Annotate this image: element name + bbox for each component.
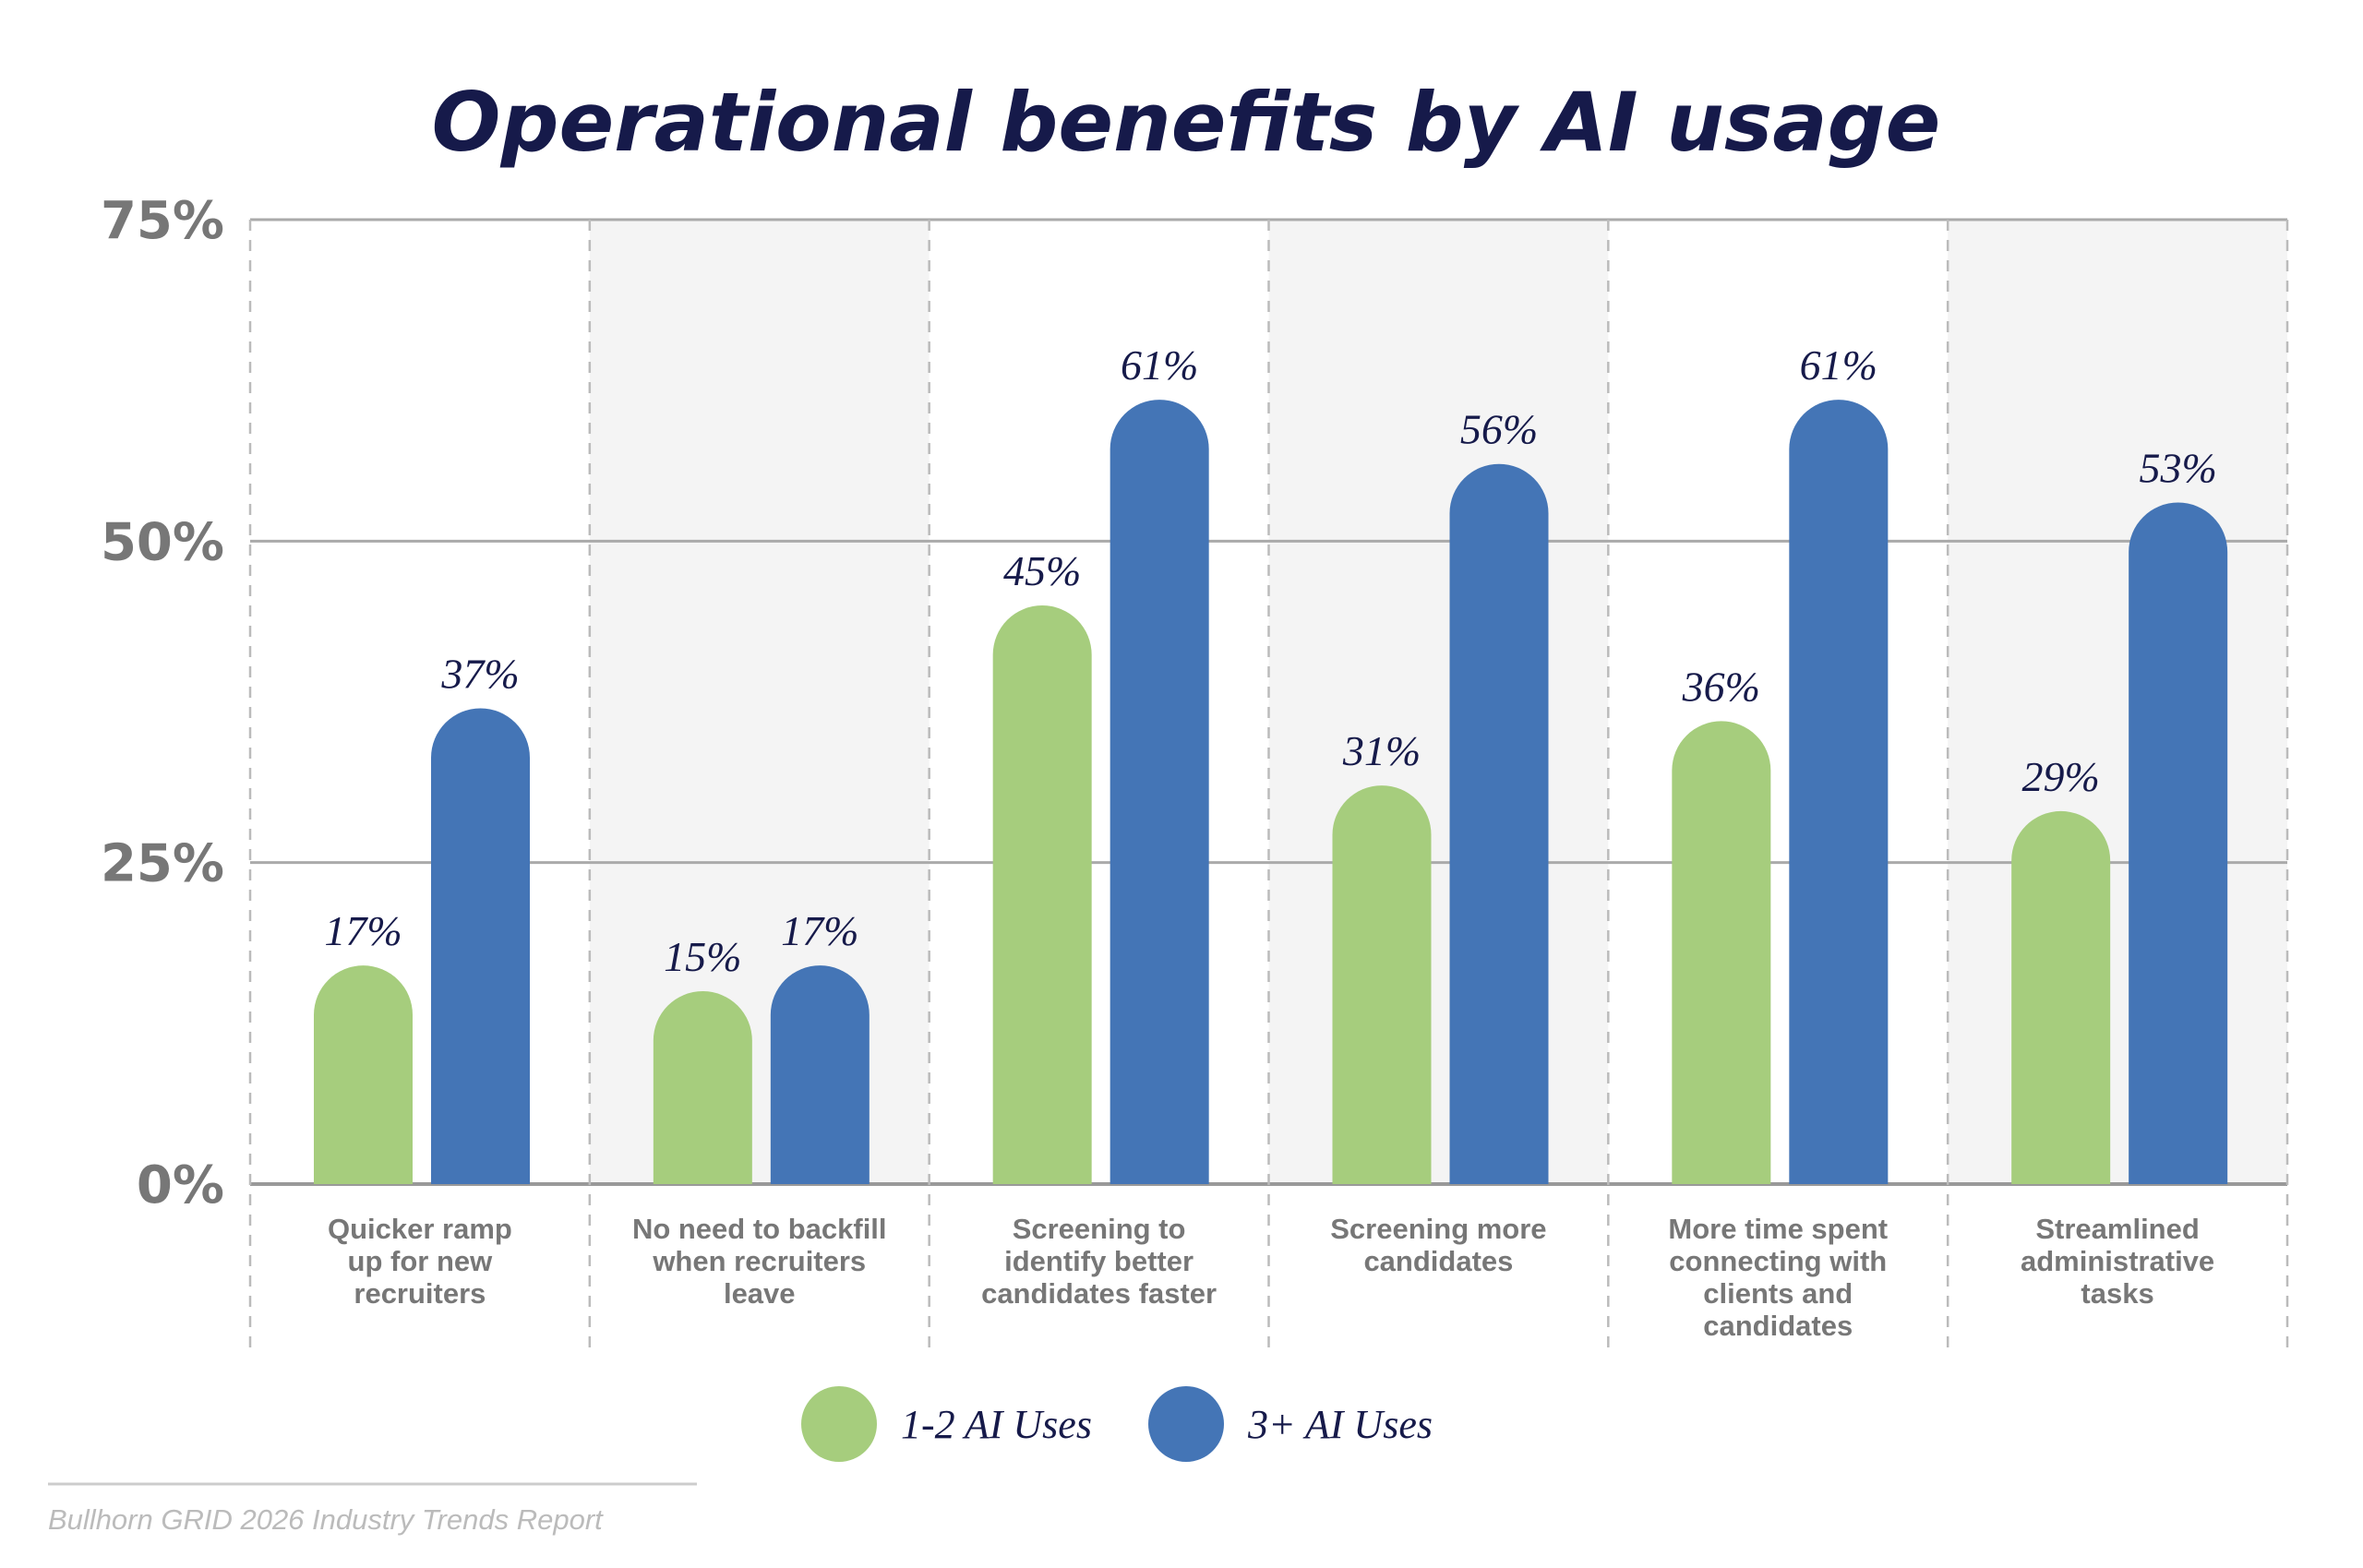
y-tick-label: 75%	[101, 191, 224, 251]
x-tick-label: up for new	[348, 1245, 494, 1277]
legend-label: 1-2 AI Uses	[901, 1402, 1092, 1447]
column-shade	[589, 220, 930, 1184]
data-label: 45%	[1003, 547, 1081, 594]
y-tick-label: 50%	[101, 512, 224, 572]
x-tick-label: administrative	[2021, 1245, 2214, 1277]
bar	[2011, 810, 2111, 1184]
data-label: 17%	[781, 907, 858, 954]
data-label: 17%	[324, 907, 402, 954]
x-tick-label: recruiters	[354, 1277, 486, 1310]
x-tick-label: No need to backfill	[632, 1213, 887, 1245]
legend-swatch	[1148, 1386, 1224, 1462]
data-label: 29%	[2022, 753, 2100, 800]
chart-title: Operational benefits by AI usage	[432, 75, 1941, 170]
x-tick-label: More time spent	[1668, 1213, 1888, 1245]
x-tick-label: Streamlined	[2035, 1213, 2199, 1245]
x-tick-label: leave	[724, 1277, 796, 1310]
data-label: 61%	[1800, 341, 1877, 389]
x-tick-label: candidates	[1703, 1310, 1853, 1342]
x-tick-label: connecting with	[1669, 1245, 1887, 1277]
bar	[1332, 785, 1432, 1184]
x-tick-label: clients and	[1703, 1277, 1853, 1310]
data-label: 37%	[440, 650, 519, 697]
data-label: 53%	[2140, 445, 2217, 492]
x-tick-label: candidates faster	[981, 1277, 1217, 1310]
bar	[992, 604, 1092, 1184]
x-tick-label: Quicker ramp	[328, 1213, 512, 1245]
data-label: 56%	[1460, 406, 1538, 453]
bar	[1789, 400, 1889, 1184]
x-tick-label: Screening to	[1013, 1213, 1186, 1245]
x-tick-label: when recruiters	[652, 1245, 866, 1277]
column-shade	[1268, 220, 1609, 1184]
bar	[770, 965, 870, 1184]
y-tick-label: 0%	[137, 1155, 224, 1215]
data-label: 61%	[1121, 341, 1198, 389]
source-note: Bullhorn GRID 2026 Industry Trends Repor…	[48, 1503, 604, 1536]
bar	[314, 965, 413, 1184]
bar	[1449, 463, 1549, 1184]
x-tick-label: candidates	[1363, 1245, 1513, 1277]
x-tick-label: tasks	[2081, 1277, 2153, 1310]
legend-label: 3+ AI Uses	[1247, 1402, 1433, 1447]
bar	[1110, 400, 1209, 1184]
x-tick-label: identify better	[1004, 1245, 1193, 1277]
data-label: 31%	[1342, 727, 1421, 774]
legend-swatch	[801, 1386, 877, 1462]
data-label: 15%	[664, 933, 741, 980]
bar	[2129, 502, 2228, 1184]
bar	[653, 991, 752, 1184]
bar	[431, 708, 530, 1184]
data-label: 36%	[1682, 663, 1760, 710]
column-shade	[1948, 220, 2287, 1184]
x-tick-label: Screening more	[1330, 1213, 1546, 1245]
y-tick-label: 25%	[101, 834, 224, 894]
bar	[1672, 721, 1771, 1184]
